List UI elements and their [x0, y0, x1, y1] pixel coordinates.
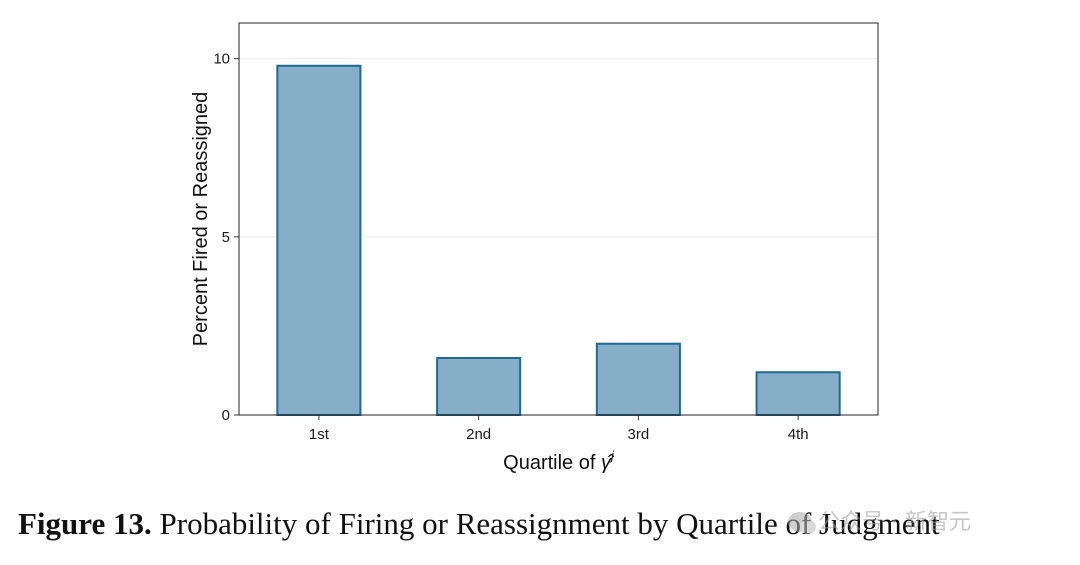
caption-label: Figure 13.	[18, 506, 152, 541]
x-tick-label: 2nd	[466, 426, 491, 443]
watermark-text: 公众号 · 新智元	[818, 510, 971, 535]
x-axis: 1st 2nd 3rd 4th	[309, 415, 809, 443]
x-tick-label: 3rd	[628, 426, 650, 443]
y-axis-title: Percent Fired or Reassigned	[190, 92, 212, 347]
bars	[276, 64, 841, 416]
y-tick-label: 0	[222, 407, 230, 424]
y-axis: 0 5 10	[213, 51, 239, 424]
bar-2nd	[436, 356, 522, 416]
x-tick-label: 4th	[788, 426, 809, 443]
watermark: 公众号 · 新智元	[788, 504, 971, 536]
x-axis-title: Quartile of γ̂j	[503, 448, 615, 474]
x-axis-title-prefix: Quartile of	[503, 452, 601, 474]
bar-3rd	[595, 342, 681, 416]
x-axis-title-superscript: j	[609, 448, 615, 463]
y-tick-label: 5	[222, 229, 230, 246]
bar-1st	[276, 64, 362, 416]
bar-4th	[755, 371, 841, 416]
bar-chart: 0 5 10 1st 2nd 3rd 4th Percent Fired or Reass…	[190, 22, 879, 474]
wechat-icon	[788, 512, 816, 534]
x-tick-label: 1st	[309, 426, 330, 443]
plot-frame	[238, 22, 879, 416]
y-tick-label: 10	[213, 51, 230, 68]
